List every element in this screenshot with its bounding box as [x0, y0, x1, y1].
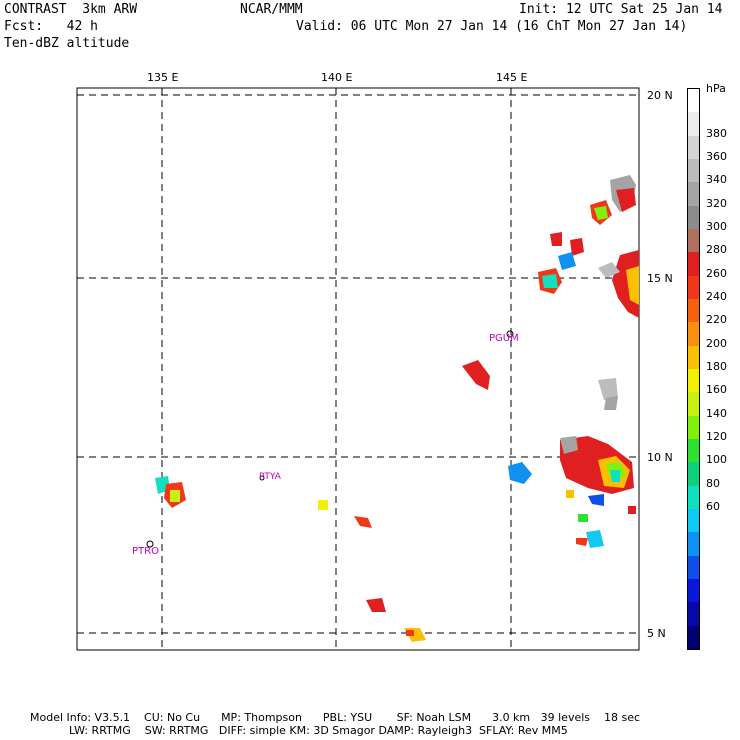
- colorbar-tick-label: 360: [706, 150, 727, 163]
- colorbar-swatch: [688, 555, 699, 580]
- colorbar-tick-label: 180: [706, 360, 727, 373]
- echo-field: [155, 175, 639, 642]
- colorbar-swatch: [688, 392, 699, 417]
- colorbar-swatch: [688, 602, 699, 627]
- station-marker-icon: [506, 330, 514, 338]
- colorbar-swatch: [688, 229, 699, 253]
- center-label: NCAR/MMM: [240, 2, 303, 17]
- lat-label-20: 20 N: [647, 89, 673, 102]
- colorbar-tick-label: 300: [706, 220, 727, 233]
- station-ptro: PTRO: [132, 540, 159, 557]
- colorbar-labels: 380 360 340 320 300 280 260 240 220 200 180 160 140 1…: [704, 88, 740, 650]
- init-time: Init: 12 UTC Sat 25 Jan 14: [519, 2, 723, 17]
- field-name: Ten-dBZ altitude: [4, 36, 130, 51]
- colorbar-swatch: [688, 462, 699, 487]
- colorbar-tick-label: 340: [706, 173, 727, 187]
- colorbar-unit: hPa: [706, 82, 726, 95]
- colorbar-swatch: [688, 159, 699, 183]
- colorbar-swatch: [688, 112, 699, 137]
- model-info-line1: Model Info: V3.5.1 CU: No Cu MP: Thompso…: [30, 711, 641, 724]
- station-label-ptro: PTRO: [132, 546, 159, 557]
- colorbar: [687, 88, 700, 650]
- lat-label-10: 10 N: [647, 451, 673, 464]
- colorbar-tick-label: 200: [706, 336, 727, 350]
- colorbar-swatch: [688, 509, 699, 533]
- map-frame: [76, 87, 640, 651]
- colorbar-tick-label: 80: [706, 476, 720, 490]
- colorbar-swatch: [688, 625, 699, 650]
- colorbar-tick-label: 260: [706, 266, 727, 280]
- colorbar-tick-label: 100: [706, 453, 727, 467]
- colorbar-swatch: [688, 89, 699, 113]
- station-pgum: PGUM: [489, 330, 519, 344]
- station-marker-icon: [146, 540, 154, 548]
- colorbar-swatch: [688, 369, 699, 393]
- lat-label-15: 15 N: [647, 272, 673, 285]
- station-label-pgum: PGUM: [489, 333, 519, 344]
- colorbar-swatch: [688, 532, 699, 557]
- colorbar-swatch: [688, 415, 699, 440]
- station-marker-icon: [259, 475, 265, 481]
- colorbar-swatch: [688, 345, 699, 370]
- colorbar-swatch: [688, 485, 699, 510]
- colorbar-swatch: [688, 439, 699, 463]
- colorbar-swatch: [688, 299, 699, 323]
- colorbar-swatch: [688, 182, 699, 207]
- colorbar-tick-label: 60: [706, 500, 720, 513]
- station-ptya: PTYA: [259, 472, 282, 482]
- valid-time: Valid: 06 UTC Mon 27 Jan 14 (16 ChT Mon …: [296, 19, 688, 34]
- colorbar-swatch: [688, 135, 699, 160]
- colorbar-tick-label: 320: [706, 196, 727, 210]
- colorbar-swatch: [688, 579, 699, 603]
- lon-label-135: 135 E: [147, 71, 178, 84]
- colorbar-swatch: [688, 275, 699, 300]
- colorbar-tick-label: 280: [706, 243, 727, 257]
- graticule: [77, 88, 639, 650]
- colorbar-swatch: [688, 252, 699, 277]
- lat-label-5: 5 N: [647, 627, 666, 640]
- colorbar-tick-label: 120: [706, 430, 727, 443]
- lon-label-145: 145 E: [496, 71, 527, 84]
- colorbar-tick-label: 240: [706, 290, 727, 303]
- colorbar-tick-label: 160: [706, 383, 727, 397]
- colorbar-tick-label: 220: [706, 313, 727, 327]
- station-label-ptya: PTYA: [259, 472, 282, 482]
- colorbar-swatch: [688, 205, 699, 230]
- colorbar-swatch: [688, 322, 699, 347]
- model-title: CONTRAST 3km ARW: [4, 2, 138, 17]
- colorbar-tick-label: 140: [706, 406, 727, 420]
- lon-label-140: 140 E: [321, 71, 352, 84]
- forecast-hour: Fcst: 42 h: [4, 19, 98, 34]
- colorbar-tick-label: 380: [706, 126, 727, 140]
- model-info-line2: LW: RRTMG SW: RRTMG DIFF: simple KM: 3D …: [69, 724, 568, 737]
